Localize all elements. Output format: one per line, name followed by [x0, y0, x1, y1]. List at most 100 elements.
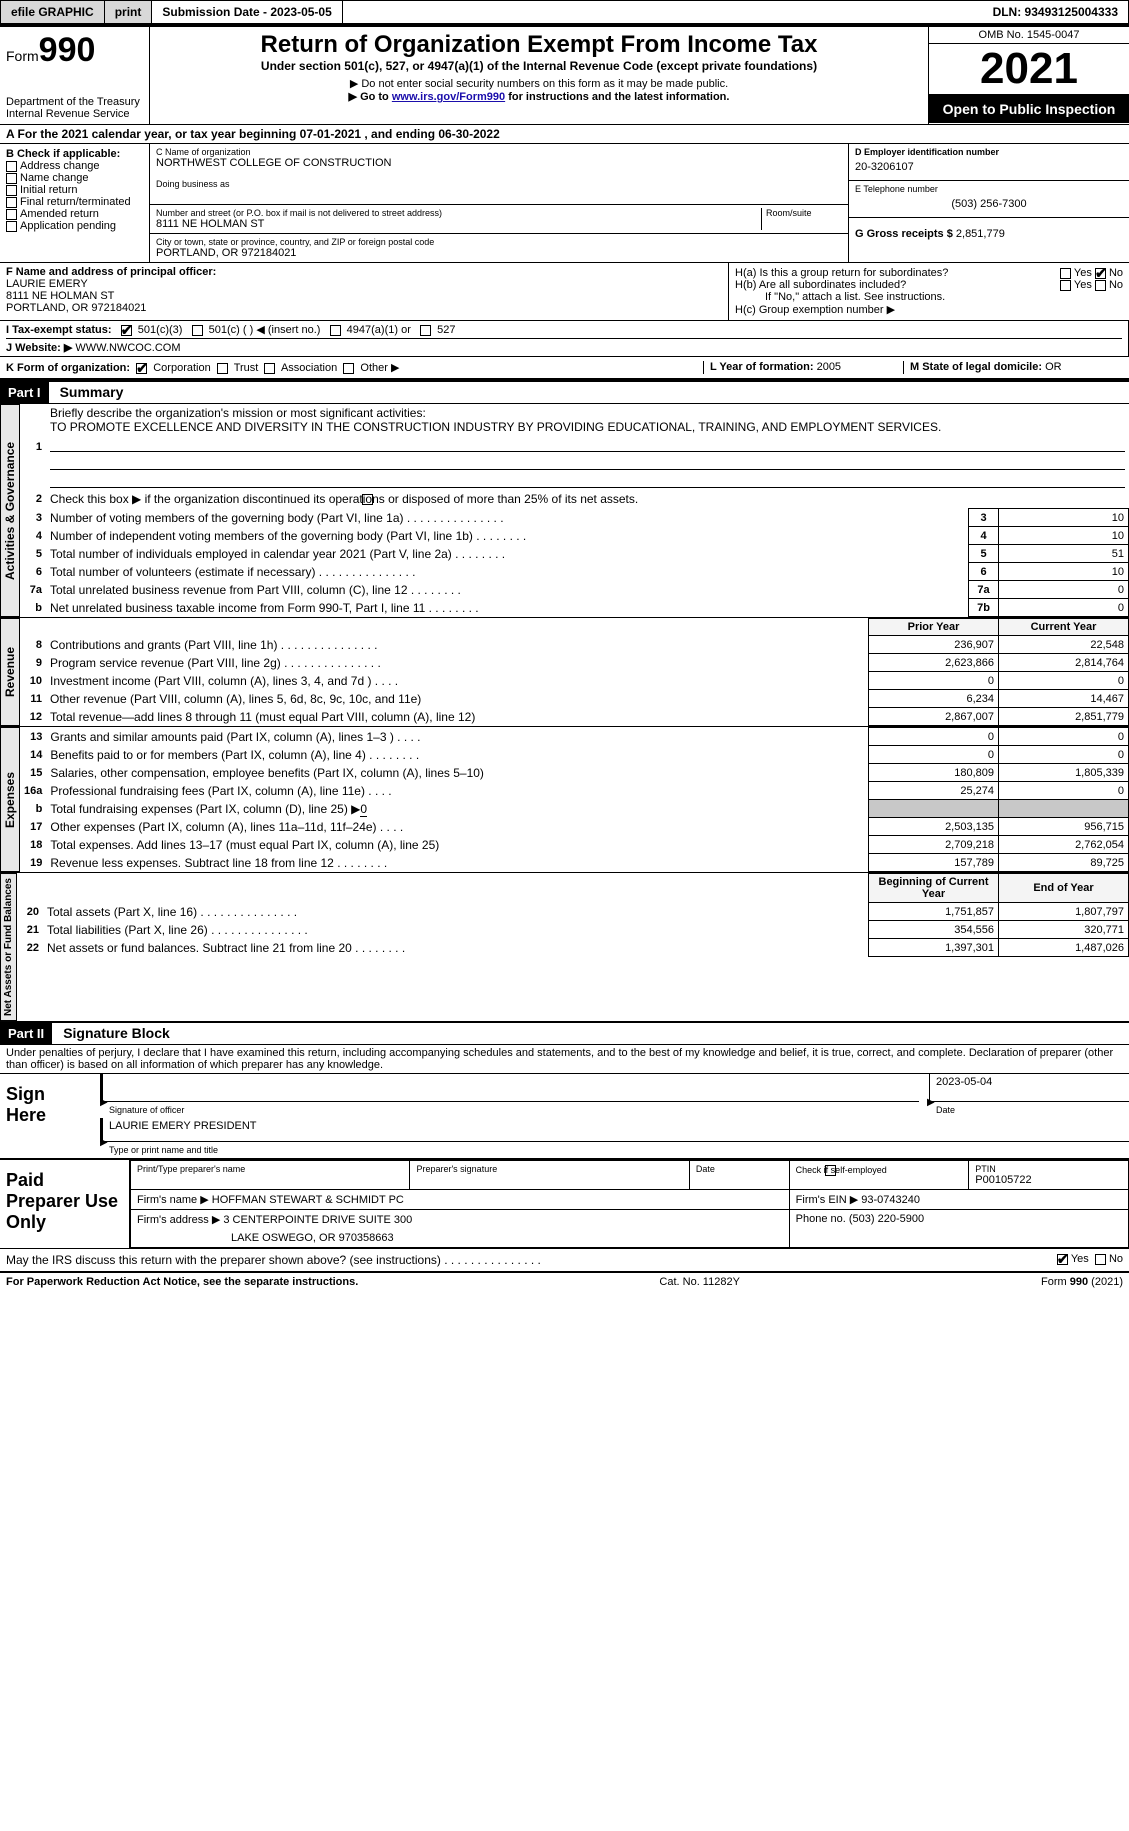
- dln: DLN: 93493125004333: [983, 1, 1128, 23]
- lbl-initial-return: Initial return: [20, 184, 77, 196]
- lbl-address-change: Address change: [20, 160, 100, 172]
- street-label: Number and street (or P.O. box if mail i…: [156, 208, 757, 218]
- year-formation-label: L Year of formation:: [710, 361, 814, 373]
- chk-discuss-no[interactable]: [1095, 1254, 1106, 1265]
- line20-beg: 1,751,857: [869, 903, 999, 921]
- chk-hb-yes[interactable]: [1060, 280, 1071, 291]
- part2-title: Signature Block: [55, 1025, 170, 1041]
- catalog-number: Cat. No. 11282Y: [659, 1276, 740, 1288]
- paid-preparer-label: Paid Preparer Use Only: [0, 1160, 130, 1248]
- org-name-label: C Name of organization: [156, 147, 842, 157]
- chk-corp[interactable]: [136, 363, 147, 374]
- open-to-public: Open to Public Inspection: [929, 95, 1129, 123]
- line8-desc: Contributions and grants (Part VIII, lin…: [46, 636, 869, 654]
- chk-ha-yes[interactable]: [1060, 268, 1071, 279]
- chk-hb-no[interactable]: [1095, 280, 1106, 291]
- line7a-desc: Total unrelated business revenue from Pa…: [46, 581, 969, 599]
- chk-501c3[interactable]: [121, 325, 132, 336]
- line20-end: 1,807,797: [999, 903, 1129, 921]
- line10-prior: 0: [869, 672, 999, 690]
- prep-self-emp-label: Check if self-employed: [796, 1165, 887, 1175]
- lbl-trust: Trust: [234, 362, 259, 374]
- chk-4947a1[interactable]: [330, 325, 341, 336]
- chk-discuss-yes[interactable]: [1057, 1254, 1068, 1265]
- line16a-curr: 0: [999, 782, 1129, 800]
- line18-curr: 2,762,054: [999, 836, 1129, 854]
- sidetab-activities-governance: Activities & Governance: [0, 404, 20, 617]
- lbl-final-return: Final return/terminated: [20, 196, 131, 208]
- print-button[interactable]: print: [105, 1, 153, 23]
- line10-curr: 0: [999, 672, 1129, 690]
- gross-receipts-label: G Gross receipts $: [855, 228, 953, 240]
- line7b-value: 0: [999, 599, 1129, 617]
- instr-post: for instructions and the latest informat…: [505, 91, 729, 103]
- line14-prior: 0: [869, 746, 999, 764]
- chk-527[interactable]: [420, 325, 431, 336]
- hdr-end-year: End of Year: [999, 874, 1129, 903]
- chk-name-change[interactable]: [6, 173, 17, 184]
- chk-self-employed[interactable]: [825, 1165, 836, 1176]
- chk-application-pending[interactable]: [6, 221, 17, 232]
- chk-address-change[interactable]: [6, 161, 17, 172]
- ptin-value: P00105722: [975, 1174, 1122, 1186]
- irs-form990-link[interactable]: www.irs.gov/Form990: [392, 91, 505, 103]
- firm-ein-label: Firm's EIN ▶: [796, 1194, 859, 1206]
- firm-name: HOFFMAN STEWART & SCHMIDT PC: [212, 1194, 404, 1206]
- hdr-prior-year: Prior Year: [869, 619, 999, 636]
- prep-sig-label: Preparer's signature: [416, 1164, 682, 1174]
- chk-assoc[interactable]: [264, 363, 275, 374]
- officer-city: PORTLAND, OR 972184021: [6, 302, 722, 314]
- prep-print-label: Print/Type preparer's name: [137, 1164, 403, 1174]
- form-subtitle: Under section 501(c), 527, or 4947(a)(1)…: [156, 59, 922, 73]
- line10-desc: Investment income (Part VIII, column (A)…: [46, 672, 869, 690]
- chk-501c[interactable]: [192, 325, 203, 336]
- chk-line2[interactable]: [362, 494, 373, 505]
- firm-addr-label: Firm's address ▶: [137, 1214, 220, 1226]
- form-footer: Form 990 (2021): [1041, 1276, 1123, 1288]
- chk-final-return[interactable]: [6, 197, 17, 208]
- sign-here-label: Sign Here: [0, 1074, 90, 1158]
- lbl-corp: Corporation: [153, 362, 210, 374]
- chk-other[interactable]: [343, 363, 354, 374]
- chk-initial-return[interactable]: [6, 185, 17, 196]
- ha-yes: Yes: [1074, 267, 1092, 279]
- efile-graphic-button[interactable]: efile GRAPHIC: [1, 1, 105, 23]
- line9-desc: Program service revenue (Part VIII, line…: [46, 654, 869, 672]
- chk-ha-no[interactable]: [1095, 268, 1106, 279]
- chk-trust[interactable]: [217, 363, 228, 374]
- mission-text: TO PROMOTE EXCELLENCE AND DIVERSITY IN T…: [50, 420, 941, 434]
- ptin-label: PTIN: [975, 1164, 1122, 1174]
- line21-desc: Total liabilities (Part X, line 26): [43, 921, 869, 939]
- omb-number: OMB No. 1545-0047: [929, 27, 1129, 44]
- firm-addr1: 3 CENTERPOINTE DRIVE SUITE 300: [223, 1214, 412, 1226]
- line17-curr: 956,715: [999, 818, 1129, 836]
- ha-no: No: [1109, 267, 1123, 279]
- lbl-amended-return: Amended return: [20, 208, 99, 220]
- sidetab-net-assets: Net Assets or Fund Balances: [0, 873, 17, 1021]
- city-state-zip: PORTLAND, OR 972184021: [156, 247, 842, 259]
- line12-desc: Total revenue—add lines 8 through 11 (mu…: [46, 708, 869, 726]
- line17-desc: Other expenses (Part IX, column (A), lin…: [46, 818, 868, 836]
- firm-phone-label: Phone no.: [796, 1213, 846, 1225]
- line21-beg: 354,556: [869, 921, 999, 939]
- line19-curr: 89,725: [999, 854, 1129, 872]
- paperwork-notice: For Paperwork Reduction Act Notice, see …: [6, 1276, 358, 1288]
- part2-header: Part II: [0, 1023, 52, 1044]
- hdr-beginning-year: Beginning of Current Year: [869, 874, 999, 903]
- box-c: C Name of organization NORTHWEST COLLEGE…: [150, 144, 849, 262]
- lbl-527: 527: [437, 324, 455, 336]
- line8-curr: 22,548: [999, 636, 1129, 654]
- officer-sig-label: Signature of officer: [109, 1105, 184, 1115]
- line11-desc: Other revenue (Part VIII, column (A), li…: [46, 690, 869, 708]
- line16b-curr-shaded: [999, 800, 1129, 818]
- gross-receipts-value: 2,851,779: [956, 228, 1005, 240]
- line11-curr: 14,467: [999, 690, 1129, 708]
- lbl-assoc: Association: [281, 362, 337, 374]
- line11-prior: 6,234: [869, 690, 999, 708]
- line14-desc: Benefits paid to or for members (Part IX…: [46, 746, 868, 764]
- prep-date-label: Date: [696, 1164, 783, 1174]
- line9-prior: 2,623,866: [869, 654, 999, 672]
- chk-amended-return[interactable]: [6, 209, 17, 220]
- firm-name-label: Firm's name ▶: [137, 1194, 209, 1206]
- box-h: H(a) Is this a group return for subordin…: [729, 263, 1129, 320]
